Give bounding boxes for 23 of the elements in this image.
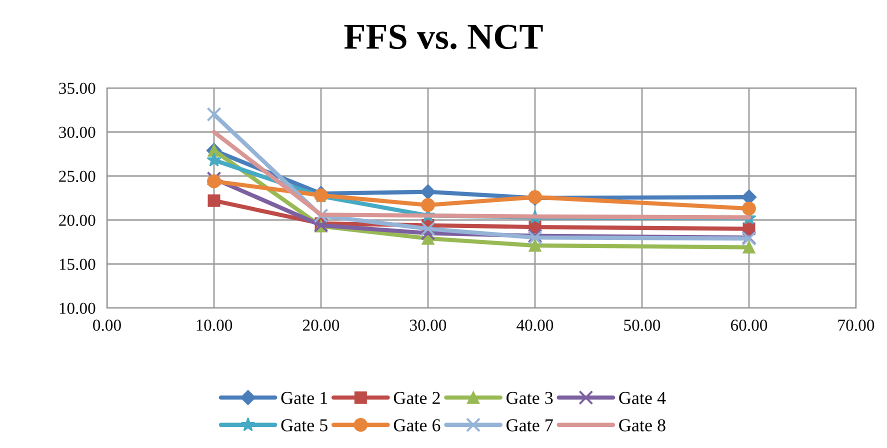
x-tick-label: 50.00 <box>624 320 660 331</box>
x-tick-label: 30.00 <box>410 320 446 331</box>
y-tick-label: 35.00 <box>59 82 96 94</box>
x-tick-label: 40.00 <box>516 320 554 331</box>
legend-label: Gate 4 <box>619 392 666 404</box>
x-tick-label: 10.00 <box>196 320 232 331</box>
y-tick-label: 20.00 <box>59 214 96 226</box>
chart-title: FFS vs. NCT <box>344 24 543 50</box>
legend-label: Gate 7 <box>506 419 553 432</box>
y-tick-label: 30.00 <box>59 126 96 138</box>
legend-label: Gate 1 <box>281 392 328 404</box>
y-tick-label: 15.00 <box>60 258 96 270</box>
x-tick-label: 60.00 <box>730 320 768 331</box>
y-tick-label: 10.00 <box>60 302 96 314</box>
legend-label: Gate 3 <box>506 392 553 404</box>
legend-label: Gate 2 <box>394 392 440 404</box>
x-tick-label: 0.00 <box>93 320 121 331</box>
legend-label: Gate 5 <box>281 419 328 432</box>
legend-label: Gate 8 <box>619 419 666 432</box>
legend-label: Gate 6 <box>394 419 440 432</box>
x-tick-label: 20.00 <box>302 320 340 331</box>
x-tick-label: 70.00 <box>838 320 874 331</box>
y-tick-label: 25.00 <box>59 170 96 182</box>
